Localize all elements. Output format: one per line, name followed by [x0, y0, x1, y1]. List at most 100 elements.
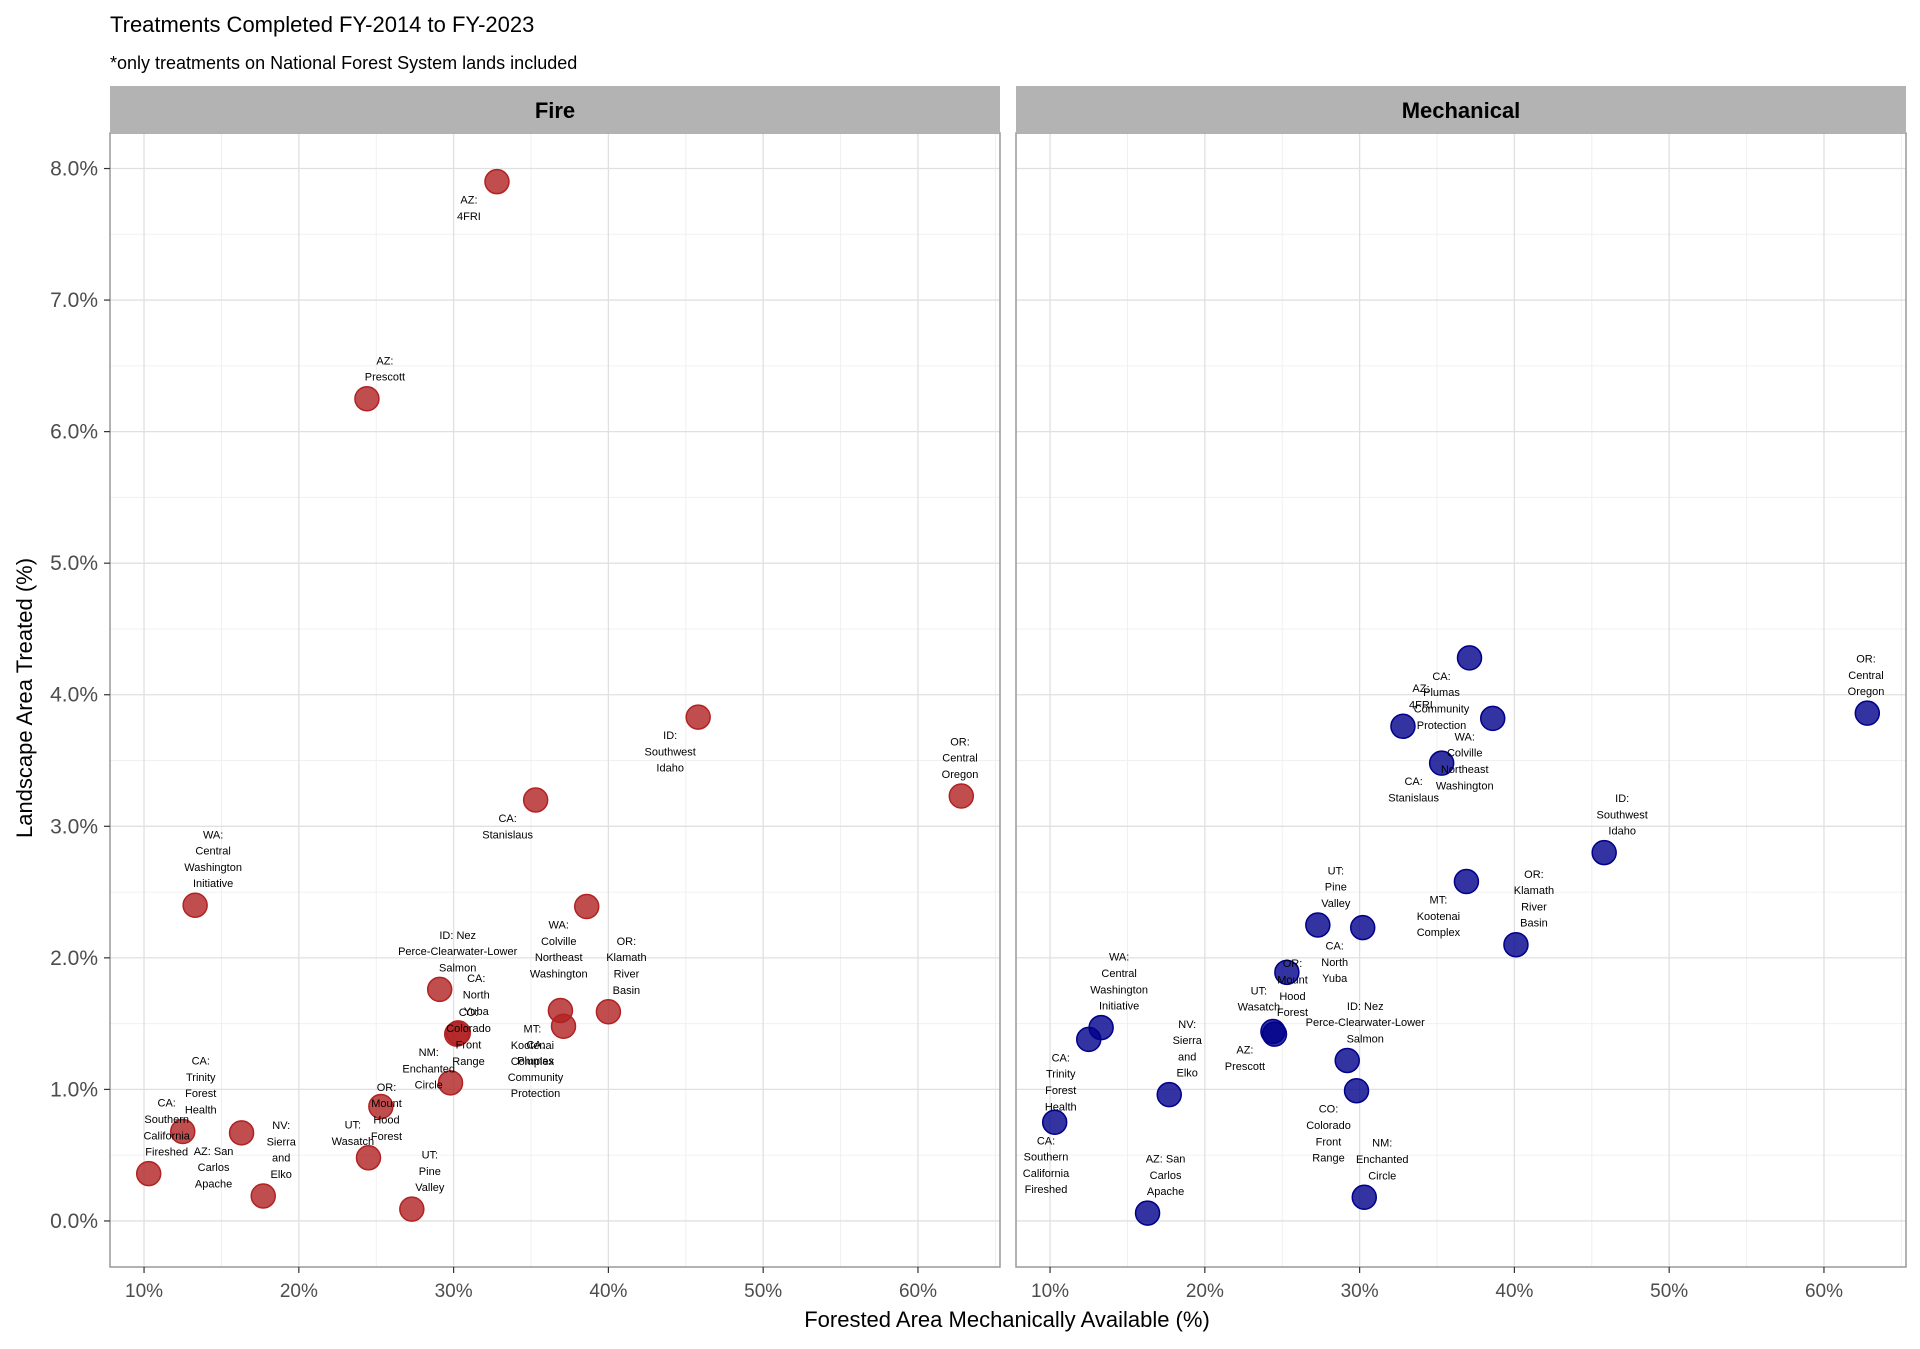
point-label-line: OR: [377, 1082, 397, 1094]
point-label-line: Health [1045, 1101, 1077, 1113]
data-point [484, 168, 510, 195]
point-label-line: OR: [617, 936, 637, 948]
point-label-line: UT: [1328, 865, 1345, 877]
x-tick-label: 60% [899, 1281, 937, 1302]
point-label-line: Protection [1417, 720, 1467, 732]
gridlines [1016, 133, 1906, 1267]
data-point [1854, 700, 1881, 726]
point-label-line: Apache [1147, 1186, 1184, 1198]
point-label-line: California [1023, 1168, 1070, 1180]
data-point [169, 1118, 196, 1145]
point-label-line: Hood [1279, 991, 1305, 1003]
point-label-line: Fireshed [1025, 1184, 1068, 1196]
x-tick-label: 30% [1341, 1281, 1379, 1302]
point-label-line: 4FRI [457, 211, 481, 223]
point-label: WA: Colville Northeast Washington [530, 920, 588, 981]
point-label: AZ: Prescott [365, 355, 405, 383]
point-label-line: Prescott [1225, 1061, 1265, 1073]
point-label-line: Washington [1090, 984, 1148, 996]
point-label-line: CA: [1052, 1052, 1070, 1064]
gridlines [110, 133, 1000, 1267]
panel-background [110, 133, 1000, 1267]
point-label: ID: Nez Perce-Clearwater-Lower Salmon [398, 930, 518, 975]
point-label-line: MT: [1430, 895, 1448, 907]
data-point [1390, 713, 1416, 740]
point-label-line: Prescott [365, 372, 405, 384]
point-label-line: NV: [1178, 1019, 1196, 1031]
point-label-line: WA: [549, 920, 569, 932]
y-tick-label: 0.0% [50, 1210, 98, 1233]
point-label: CO: Colorado Front Range [446, 1007, 491, 1068]
x-tick-label: 60% [1805, 1281, 1843, 1302]
point-label-line: Apache [195, 1178, 232, 1190]
point-label-line: OR: [1856, 654, 1876, 666]
point-label: CA: Plumas Community Protection [508, 1039, 564, 1100]
point-label-line: Southern [1024, 1152, 1069, 1164]
point-label-line: Mount [1277, 975, 1308, 987]
panel-fire: Fire 10% 20% 30% 40% 50% 60% 0.0% 1.0% 2.0% 3.0% 4.… [50, 86, 1001, 1302]
point-label: CO: Colorado Front Range [1306, 1104, 1351, 1165]
point-label-line: WA: [1109, 952, 1129, 964]
point-label-line: CA: [1404, 776, 1422, 788]
point-label: CA: Southern California Fireshed [143, 1098, 190, 1159]
point-label-line: Fireshed [145, 1147, 188, 1159]
data-point [522, 787, 549, 813]
point-label: OR: Mount Hood Forest [1277, 958, 1308, 1019]
point-label-line: Pine [1325, 882, 1347, 894]
point-label: MT: Kootenai Complex [511, 1023, 555, 1068]
point-label: CA: Stanislaus [482, 813, 533, 841]
point-label-line: Perce-Clearwater-Lower [1306, 1017, 1426, 1029]
point-labels: CA: Plumas Community Protection OR: Central Or… [1023, 654, 1885, 1199]
point-label-line: Basin [613, 985, 641, 997]
point-label: AZ: 4FRI [1409, 683, 1433, 711]
point-label: WA: Central Washington Initiative [1090, 952, 1148, 1013]
facet-strip [1016, 86, 1906, 133]
x-tick-label: 50% [744, 1281, 782, 1302]
point-label: CA: Stanislaus [1388, 776, 1439, 804]
point-label: OR: Central Oregon [942, 736, 979, 781]
point-label-line: Idaho [1608, 826, 1636, 838]
point-label-line: Yuba [1322, 973, 1348, 985]
point-label-line: Stanislaus [482, 829, 533, 841]
panel-background [1016, 133, 1906, 1267]
data-point [948, 783, 975, 809]
point-label-line: Salmon [1347, 1033, 1384, 1045]
point-label-line: UT: [422, 1150, 439, 1162]
point-label-line: Northeast [1441, 764, 1489, 776]
point-label-line: NV: [272, 1120, 290, 1132]
point-label-line: Complex [511, 1056, 555, 1068]
data-points [1041, 645, 1881, 1226]
point-label-line: CO: [1319, 1104, 1339, 1116]
data-point [1305, 912, 1331, 938]
point-label-line: Complex [1417, 927, 1461, 939]
point-label-line: Pine [419, 1166, 441, 1178]
y-tick-label: 2.0% [50, 947, 98, 970]
point-label-line: California [143, 1130, 190, 1142]
point-label-line: Sierra [1173, 1035, 1203, 1047]
point-label-line: Northeast [535, 952, 583, 964]
data-point [1134, 1200, 1161, 1226]
point-label: UT: Wasatch [1238, 985, 1280, 1013]
point-label-line: Community [508, 1072, 564, 1084]
point-label-line: CO: [459, 1007, 479, 1019]
point-label-line: ID: [663, 730, 677, 742]
point-label: CA: North Yuba [1321, 941, 1348, 986]
point-label-line: WA: [1455, 731, 1475, 743]
point-label-line: WA: [203, 829, 223, 841]
point-label-line: North [1321, 957, 1348, 969]
y-tick-label: 1.0% [50, 1078, 98, 1101]
point-label: NV: Sierra and Elko [267, 1120, 297, 1181]
x-axis-label: Forested Area Mechanically Available (%) [804, 1307, 1210, 1332]
point-label-line: Oregon [942, 769, 979, 781]
point-label-line: Enchanted [402, 1063, 455, 1075]
point-label-line: CA: [1037, 1135, 1055, 1147]
point-label-line: Central [942, 753, 977, 765]
point-label: OR: Klamath River Basin [606, 936, 646, 997]
point-label-line: Colville [1447, 748, 1482, 760]
point-label-line: Idaho [656, 763, 684, 775]
x-tick-label: 20% [1186, 1281, 1224, 1302]
y-axis-label: Landscape Area Treated (%) [12, 558, 37, 838]
y-tick-label: 4.0% [50, 684, 98, 707]
point-label-line: Health [185, 1104, 217, 1116]
